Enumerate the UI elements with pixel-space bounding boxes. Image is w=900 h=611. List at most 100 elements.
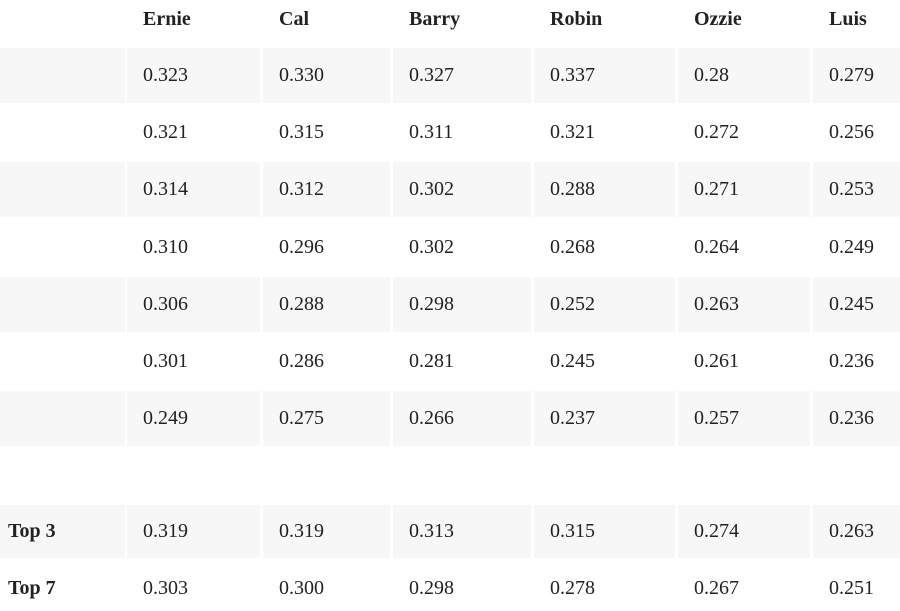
cell-text: 0.312 <box>279 178 324 201</box>
summary-value: 0.278 <box>534 562 675 611</box>
summary-value: 0.303 <box>127 562 260 611</box>
cell-text: 0.237 <box>550 407 595 430</box>
cell-text: 0.301 <box>143 350 188 372</box>
column-header: Ozzie <box>678 0 810 38</box>
cell-text: 0.236 <box>829 407 874 430</box>
column-header: Cal <box>263 0 390 38</box>
value-cell: 0.302 <box>393 162 531 218</box>
value-cell: 0.256 <box>813 105 900 160</box>
summary-value: 0.298 <box>393 562 531 611</box>
value-cell: 0.249 <box>813 220 900 275</box>
value-cell: 0.245 <box>813 276 900 332</box>
value-cell: 0.321 <box>534 105 675 160</box>
value-cell: 0.249 <box>127 391 260 447</box>
cell-text: Ernie <box>143 7 191 30</box>
summary-value: 0.274 <box>678 505 810 558</box>
cell-text: 0.319 <box>143 520 188 542</box>
cell-text: 0.257 <box>694 407 739 430</box>
column-header: Barry <box>393 0 531 38</box>
summary-value: 0.315 <box>534 505 675 558</box>
value-cell: 0.263 <box>678 276 810 332</box>
cell-text: 0.323 <box>143 64 188 86</box>
row-label-cell <box>0 162 125 218</box>
cell-text: 0.251 <box>829 577 874 599</box>
cell-text: 0.288 <box>550 178 595 201</box>
cell-text: 0.310 <box>143 235 188 258</box>
cell-text: 0.271 <box>694 178 739 201</box>
cell-text: 0.330 <box>279 64 324 86</box>
cell-text: 0.286 <box>279 350 324 372</box>
cell-text: 0.319 <box>279 520 324 542</box>
value-cell: 0.237 <box>534 391 675 447</box>
value-cell: 0.296 <box>263 220 390 275</box>
value-cell: 0.281 <box>393 334 531 389</box>
value-cell: 0.314 <box>127 162 260 218</box>
value-cell: 0.275 <box>263 391 390 447</box>
summary-value: 0.319 <box>127 505 260 558</box>
cell-text: 0.267 <box>694 577 739 599</box>
value-cell: 0.315 <box>263 105 390 160</box>
row-label-cell <box>0 334 125 389</box>
cell-text: 0.281 <box>409 350 454 372</box>
value-cell: 0.298 <box>393 276 531 332</box>
column-header: Ernie <box>127 0 260 38</box>
cell-text: 0.298 <box>409 577 454 599</box>
cell-text: 0.321 <box>550 121 595 144</box>
row-label-cell <box>0 105 125 160</box>
cell-text: 0.314 <box>143 178 188 201</box>
cell-text: 0.306 <box>143 292 188 315</box>
cell-text: 0.245 <box>550 350 595 372</box>
cell-text: 0.263 <box>694 292 739 315</box>
column-header: Luis <box>813 0 900 38</box>
cell-text: 0.253 <box>829 178 874 201</box>
cell-text: Robin <box>550 7 603 30</box>
cell-text: 0.236 <box>829 350 874 372</box>
summary-value: 0.263 <box>813 505 900 558</box>
cell-text: 0.245 <box>829 292 874 315</box>
cell-text: Barry <box>409 7 461 30</box>
cell-text: 0.278 <box>550 577 595 599</box>
summary-value: 0.251 <box>813 562 900 611</box>
cell-text: 0.315 <box>550 520 595 542</box>
cell-text: 0.263 <box>829 520 874 542</box>
cell-text: Ozzie <box>694 7 742 30</box>
cell-text: Luis <box>829 7 867 30</box>
cell-text: 0.279 <box>829 64 874 86</box>
cell-text: 0.315 <box>279 121 324 144</box>
summary-value: 0.267 <box>678 562 810 611</box>
row-label-cell <box>0 220 125 275</box>
cell-text: 0.288 <box>279 292 324 315</box>
summary-value: 0.313 <box>393 505 531 558</box>
value-cell: 0.288 <box>534 162 675 218</box>
value-cell: 0.323 <box>127 48 260 103</box>
cell-text: 0.249 <box>143 407 188 430</box>
value-cell: 0.327 <box>393 48 531 103</box>
cell-text: Top 7 <box>8 577 56 599</box>
value-cell: 0.257 <box>678 391 810 447</box>
value-cell: 0.245 <box>534 334 675 389</box>
cell-text: 0.256 <box>829 121 874 144</box>
cell-text: 0.249 <box>829 235 874 258</box>
value-cell: 0.279 <box>813 48 900 103</box>
value-cell: 0.268 <box>534 220 675 275</box>
value-cell: 0.236 <box>813 334 900 389</box>
cell-text: 0.311 <box>409 121 454 144</box>
cell-text: 0.300 <box>279 577 324 599</box>
column-header: Robin <box>534 0 675 38</box>
cell-text: 0.266 <box>409 407 454 430</box>
cell-text: 0.337 <box>550 64 595 86</box>
value-cell: 0.236 <box>813 391 900 447</box>
cell-text: 0.313 <box>409 520 454 542</box>
cell-text: 0.275 <box>279 407 324 430</box>
cell-text: 0.252 <box>550 292 595 315</box>
value-cell: 0.337 <box>534 48 675 103</box>
value-cell: 0.286 <box>263 334 390 389</box>
value-cell: 0.272 <box>678 105 810 160</box>
cell-text: Top 3 <box>8 520 56 542</box>
value-cell: 0.253 <box>813 162 900 218</box>
value-cell: 0.306 <box>127 276 260 332</box>
cell-text: 0.321 <box>143 121 188 144</box>
cell-text: 0.302 <box>409 178 454 201</box>
summary-label: Top 3 <box>0 505 125 558</box>
cell-text: 0.261 <box>694 350 739 372</box>
